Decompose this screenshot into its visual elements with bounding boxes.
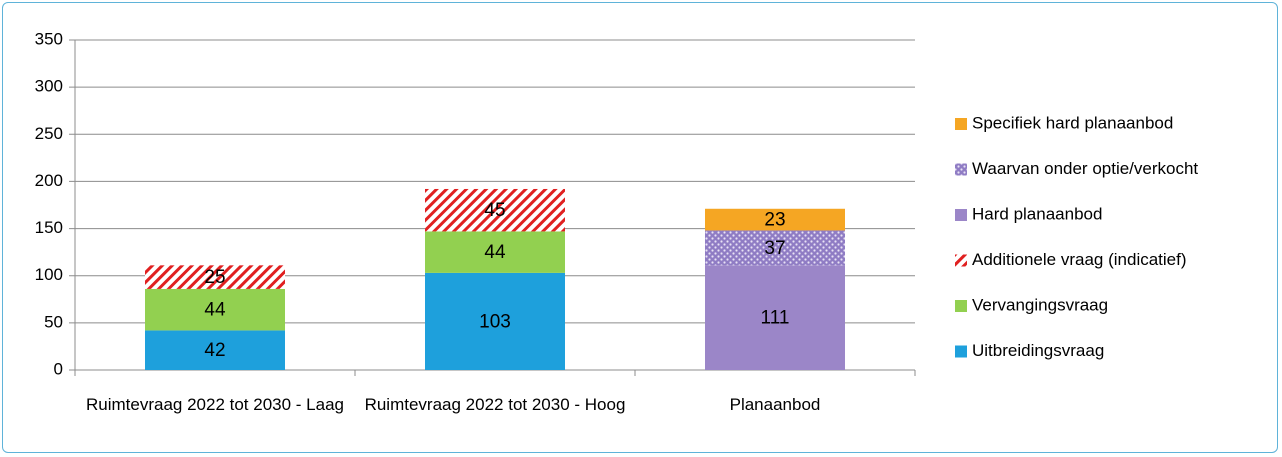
legend-label: Vervangingsvraag: [972, 295, 1108, 314]
data-label: 111: [761, 308, 790, 329]
data-label: 45: [484, 200, 505, 221]
bar-segment: [145, 265, 285, 289]
data-label: 25: [204, 267, 225, 288]
bar-segment: [705, 265, 845, 370]
y-tick-label: 100: [35, 265, 63, 284]
y-tick-label: 0: [54, 359, 63, 378]
y-tick-label: 250: [35, 124, 63, 143]
bar-segment: [425, 188, 565, 232]
data-label: 44: [484, 242, 506, 263]
data-label: 37: [764, 238, 785, 259]
legend-label: Hard planaanbod: [972, 204, 1102, 223]
legend-label: Specifiek hard planaanbod: [972, 113, 1173, 132]
legend-swatch: [955, 118, 967, 130]
legend-label: Uitbreidingsvraag: [972, 341, 1104, 360]
y-tick-label: 300: [35, 77, 63, 96]
bar-segment: [145, 288, 285, 331]
data-label: 42: [204, 340, 225, 361]
x-tick-label: Ruimtevraag 2022 tot 2030 - Hoog: [364, 395, 626, 414]
bar-segment: [705, 208, 845, 231]
bar-segment: [145, 330, 285, 370]
bar-segment: [705, 230, 845, 266]
y-tick-label: 350: [35, 29, 63, 48]
legend-swatch: [955, 300, 967, 312]
legend-label: Additionele vraag (indicatief): [972, 250, 1187, 269]
data-label: 23: [764, 210, 785, 231]
y-tick-label: 150: [35, 218, 63, 237]
x-tick-label: Ruimtevraag 2022 tot 2030 - Laag: [85, 395, 344, 414]
y-tick-label: 50: [44, 312, 63, 331]
legend-swatch: [955, 345, 967, 358]
legend-swatch: [955, 163, 967, 176]
x-tick-label: Planaanbod: [729, 395, 821, 414]
data-label: 44: [204, 300, 226, 321]
legend-label: Waarvan onder optie/verkocht: [972, 159, 1198, 178]
bar-segment: [425, 231, 565, 273]
data-label: 103: [479, 311, 511, 332]
legend-swatch: [955, 209, 967, 221]
y-tick-label: 200: [35, 171, 63, 190]
bar-segment: [425, 272, 565, 370]
legend-swatch: [955, 254, 967, 267]
